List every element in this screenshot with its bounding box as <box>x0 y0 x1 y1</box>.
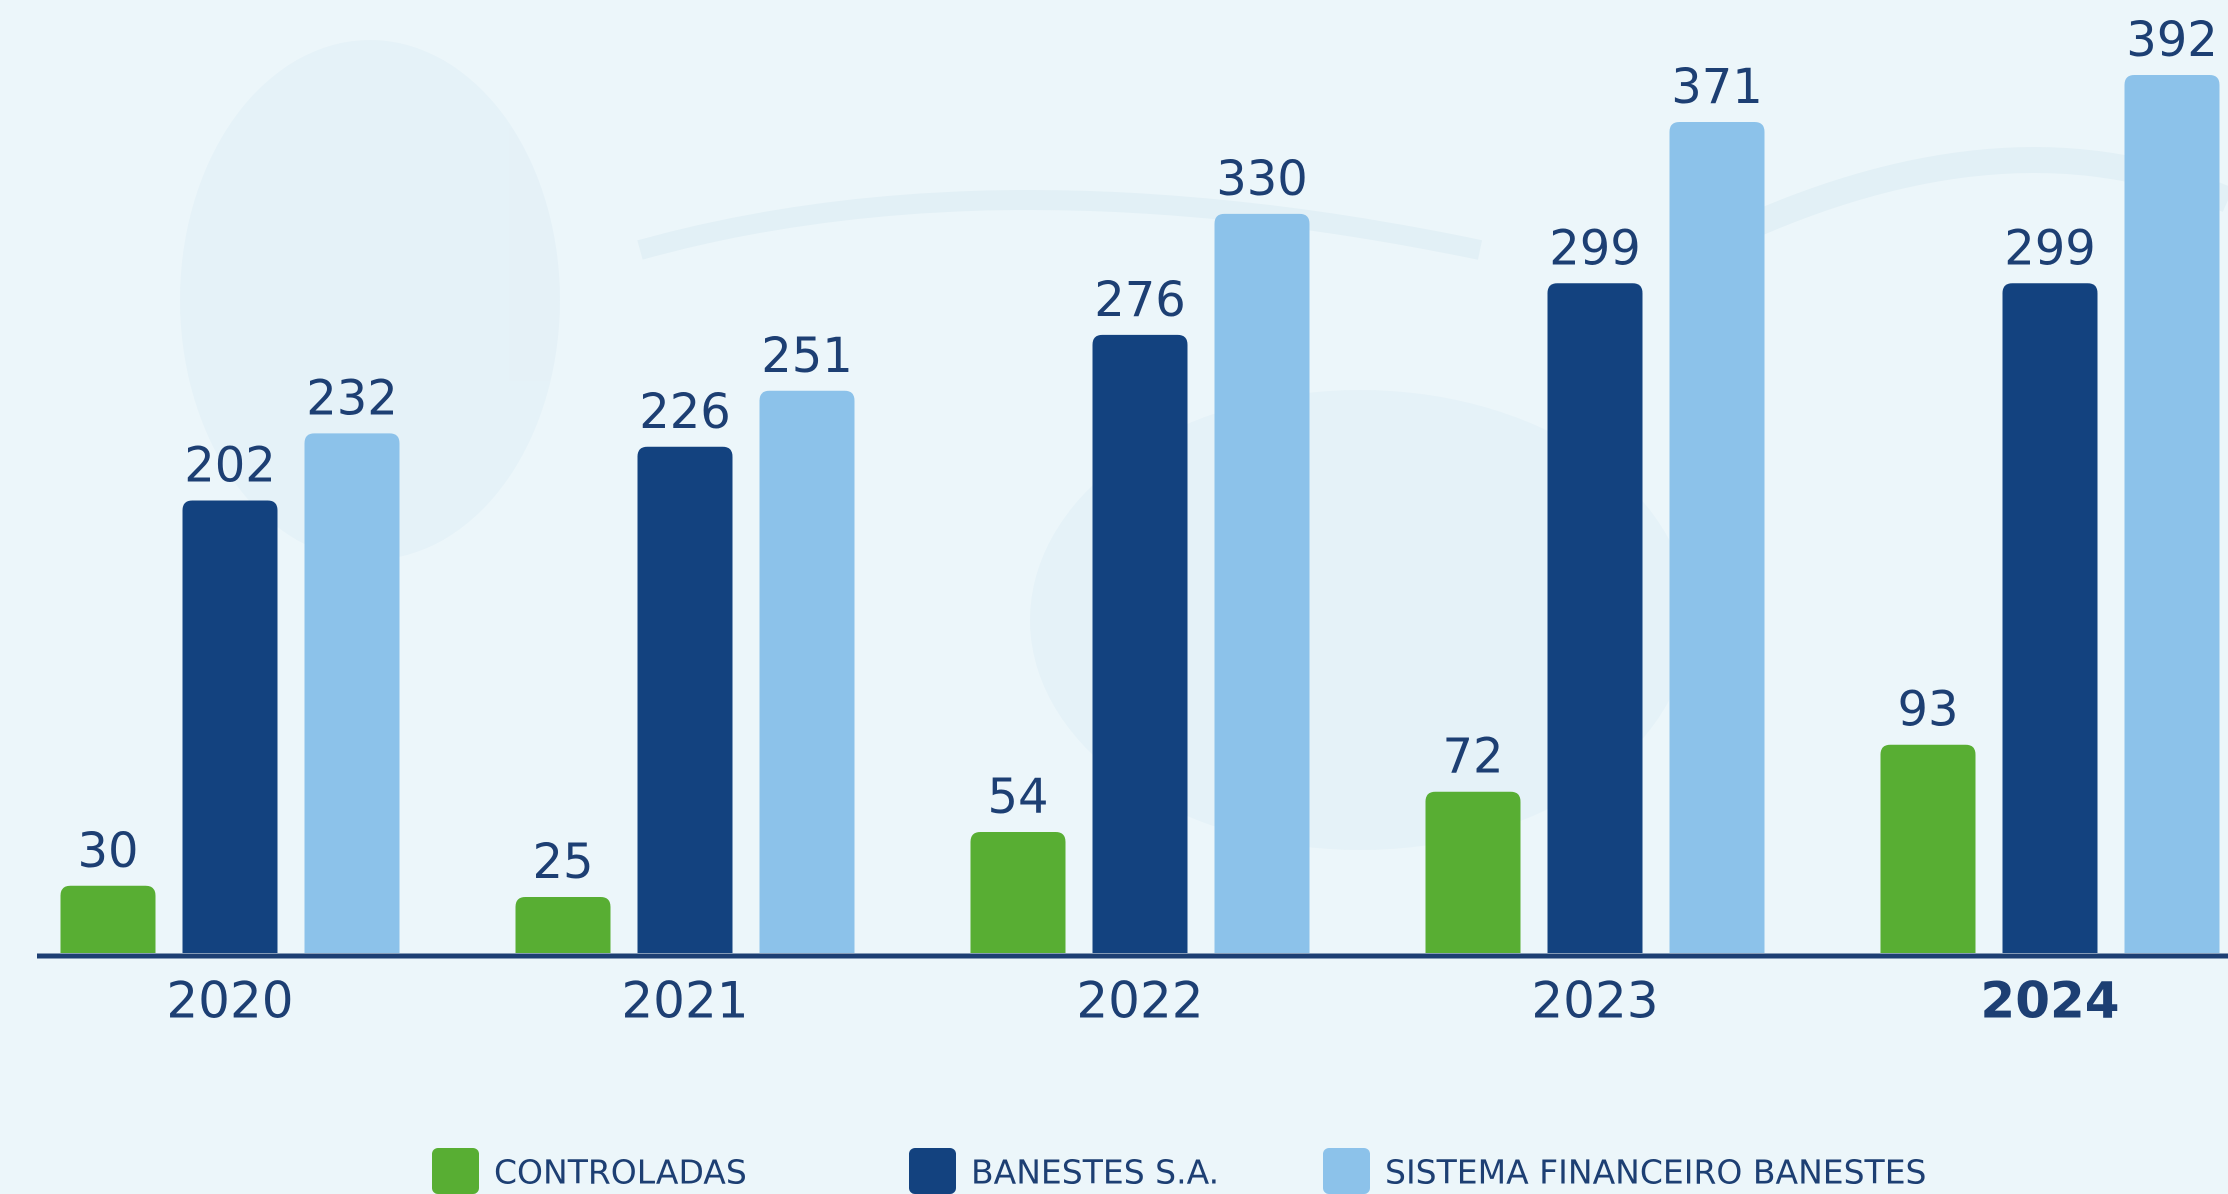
data-label: 330 <box>1216 151 1308 207</box>
data-label: 226 <box>639 384 731 440</box>
bar <box>1670 122 1765 953</box>
bar <box>1548 283 1643 953</box>
x-tick-label: 2022 <box>1076 972 1203 1030</box>
bar <box>183 501 278 953</box>
legend-label: CONTROLADAS <box>494 1153 747 1192</box>
data-label: 276 <box>1094 272 1186 328</box>
bar <box>971 832 1066 953</box>
bar <box>2125 75 2220 953</box>
data-label: 93 <box>1897 682 1958 738</box>
data-label: 299 <box>1549 220 1641 276</box>
bar <box>2003 283 2098 953</box>
data-label: 202 <box>184 438 276 494</box>
data-label: 54 <box>987 769 1048 825</box>
data-label: 30 <box>77 823 138 879</box>
bar <box>1215 214 1310 953</box>
data-label: 251 <box>761 328 853 384</box>
data-label: 371 <box>1671 59 1763 115</box>
x-tick-label: 2023 <box>1531 972 1658 1030</box>
bar <box>305 433 400 953</box>
data-label: 392 <box>2126 12 2218 68</box>
data-label: 25 <box>532 834 593 890</box>
data-label: 299 <box>2004 220 2096 276</box>
data-label: 72 <box>1442 729 1503 785</box>
data-label: 232 <box>306 370 398 426</box>
chart: 2020 30 202 232 2021 25 226 251 2022 54 276 330 2023… <box>0 0 2228 1194</box>
legend-swatch <box>909 1148 956 1194</box>
legend-label: SISTEMA FINANCEIRO BANESTES <box>1385 1153 1927 1192</box>
legend-swatch <box>1323 1148 1370 1194</box>
bar <box>1093 335 1188 953</box>
bar <box>760 391 855 953</box>
x-tick-label: 2020 <box>166 972 293 1030</box>
bar <box>1426 792 1521 953</box>
bar <box>516 897 611 953</box>
legend-swatch <box>432 1148 479 1194</box>
bar <box>61 886 156 953</box>
x-tick-label: 2024 <box>1980 972 2119 1030</box>
bar <box>638 447 733 953</box>
bar <box>1881 745 1976 953</box>
page: {"chart_data": {"type": "bar", "categori… <box>0 0 2228 1194</box>
x-tick-label: 2021 <box>621 972 748 1030</box>
legend-label: BANESTES S.A. <box>971 1153 1219 1192</box>
